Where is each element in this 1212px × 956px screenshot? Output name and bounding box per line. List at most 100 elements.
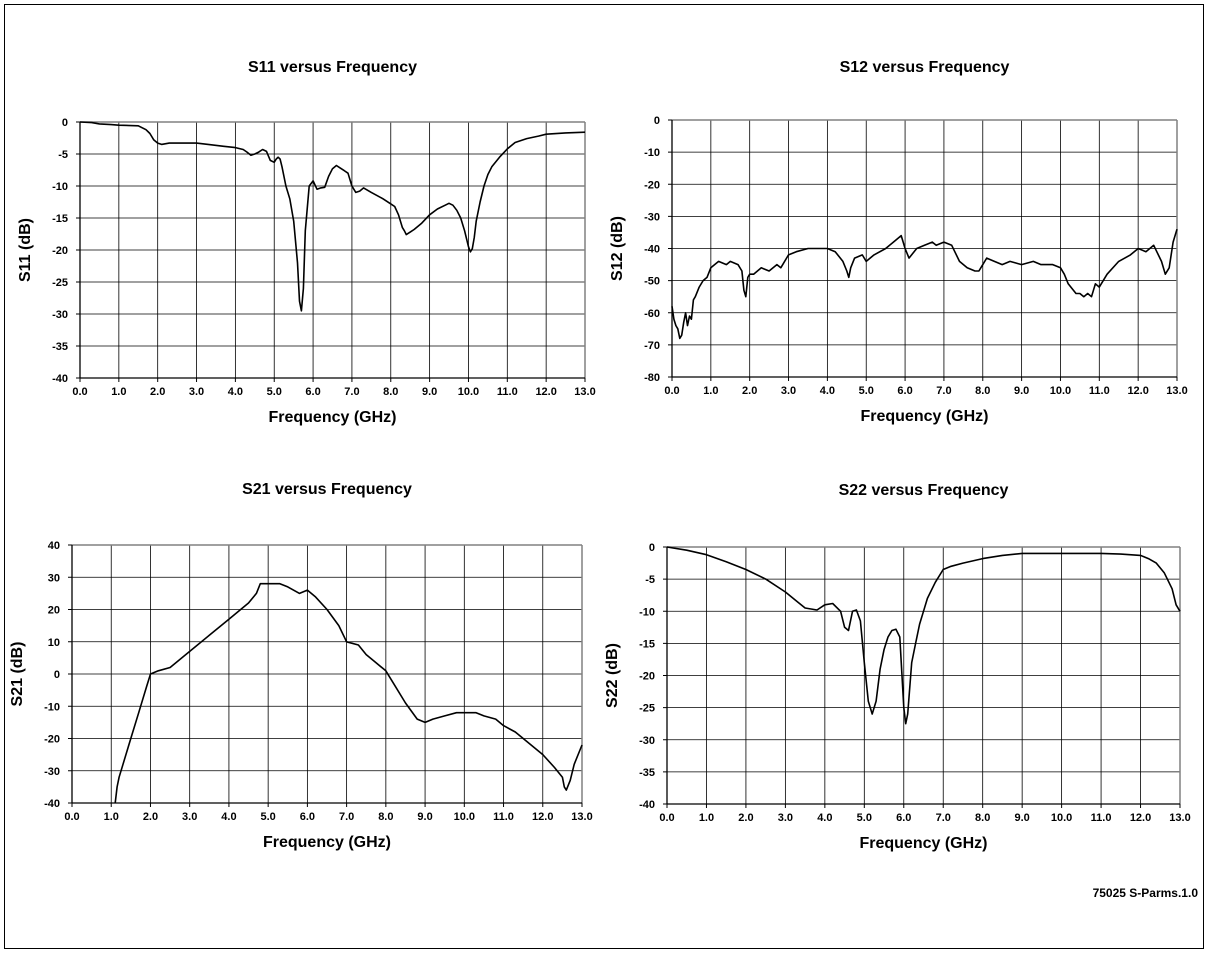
y-tick-label: 10 xyxy=(48,637,60,649)
y-tick-label: -10 xyxy=(52,181,68,193)
x-tick-label: 13.0 xyxy=(571,811,592,823)
x-tick-label: 2.0 xyxy=(143,811,158,823)
x-axis-label: Frequency (GHz) xyxy=(263,834,391,851)
y-tick-label: -10 xyxy=(44,701,60,713)
x-tick-label: 10.0 xyxy=(454,811,475,823)
part-number-label: 75025 S-Parms.1.0 xyxy=(1092,886,1198,900)
x-tick-label: 11.0 xyxy=(493,811,514,823)
y-tick-label: -25 xyxy=(52,277,68,289)
x-tick-label: 12.0 xyxy=(1127,385,1148,397)
x-axis-label: Frequency (GHz) xyxy=(859,835,987,852)
x-tick-label: 10.0 xyxy=(1051,812,1072,824)
x-tick-label: 4.0 xyxy=(221,811,236,823)
series-line xyxy=(79,121,586,312)
y-tick-label: -80 xyxy=(644,372,660,384)
x-tick-label: 1.0 xyxy=(111,386,126,398)
x-axis-label: Frequency (GHz) xyxy=(860,408,988,425)
y-tick-label: 0 xyxy=(649,542,655,554)
chart-s11: S11 versus Frequency 0.0 1.0 2.0 3.0 4.0 5.0 6.… xyxy=(17,59,596,426)
y-tick-label: -10 xyxy=(644,147,660,159)
y-tick-label: -20 xyxy=(644,179,660,191)
x-tick-label: 6.0 xyxy=(897,385,912,397)
x-tick-label: 7.0 xyxy=(936,385,951,397)
y-tick-label: -10 xyxy=(639,606,655,618)
y-tick-label: -20 xyxy=(44,734,60,746)
chart-title: S12 versus Frequency xyxy=(840,59,1010,76)
x-axis-label: Frequency (GHz) xyxy=(268,409,396,426)
y-tick-label: -30 xyxy=(644,211,660,223)
x-tick-label: 10.0 xyxy=(458,386,479,398)
x-tick-label: 3.0 xyxy=(189,386,204,398)
x-tick-label: 5.0 xyxy=(857,812,872,824)
series-line xyxy=(671,228,1178,340)
chart-title: S22 versus Frequency xyxy=(839,482,1009,499)
y-tick-label: -15 xyxy=(52,213,68,225)
x-tick-label: 13.0 xyxy=(1169,812,1190,824)
series-line xyxy=(114,582,583,804)
x-tick-label: 8.0 xyxy=(975,812,990,824)
x-tick-label: 9.0 xyxy=(422,386,437,398)
x-tick-label: 2.0 xyxy=(150,386,165,398)
chart-title: S11 versus Frequency xyxy=(248,59,417,76)
x-tick-label: 8.0 xyxy=(378,811,393,823)
y-tick-label: 40 xyxy=(48,540,60,552)
y-tick-label: -20 xyxy=(52,245,68,257)
x-tick-label: 7.0 xyxy=(339,811,354,823)
y-tick-label: -70 xyxy=(644,340,660,352)
y-tick-label: 0 xyxy=(654,115,660,127)
x-tick-label: 0.0 xyxy=(72,386,87,398)
y-tick-label: -40 xyxy=(639,799,655,811)
x-tick-label: 1.0 xyxy=(699,812,714,824)
y-axis-label: S22 (dB) xyxy=(604,643,621,708)
x-tick-label: 1.0 xyxy=(703,385,718,397)
x-tick-label: 9.0 xyxy=(1014,385,1029,397)
x-tick-label: 6.0 xyxy=(896,812,911,824)
x-tick-label: 9.0 xyxy=(417,811,432,823)
x-tick-label: 13.0 xyxy=(1166,385,1187,397)
x-tick-label: 3.0 xyxy=(781,385,796,397)
y-tick-label: -20 xyxy=(639,671,655,683)
x-tick-label: 7.0 xyxy=(936,812,951,824)
y-tick-label: -40 xyxy=(644,244,660,256)
x-tick-label: 0.0 xyxy=(659,812,674,824)
x-tick-label: 2.0 xyxy=(738,812,753,824)
y-tick-label: -5 xyxy=(58,149,68,161)
y-tick-label: -5 xyxy=(645,574,655,586)
y-tick-label: -40 xyxy=(52,373,68,385)
x-tick-label: 5.0 xyxy=(261,811,276,823)
x-tick-label: 11.0 xyxy=(1091,812,1112,824)
y-tick-label: 30 xyxy=(48,572,60,584)
x-tick-label: 12.0 xyxy=(1130,812,1151,824)
x-tick-label: 10.0 xyxy=(1050,385,1071,397)
x-tick-label: 12.0 xyxy=(535,386,556,398)
y-axis-label: S11 (dB) xyxy=(17,218,34,282)
x-tick-label: 4.0 xyxy=(820,385,835,397)
chart-s22: S22 versus Frequency 0.0 1.0 2.0 3.0 4.0 5.0 6.… xyxy=(604,482,1191,852)
y-tick-label: -60 xyxy=(644,308,660,320)
x-tick-label: 5.0 xyxy=(267,386,282,398)
x-tick-label: 1.0 xyxy=(104,811,119,823)
y-tick-label: -40 xyxy=(44,798,60,810)
y-tick-label: -30 xyxy=(639,735,655,747)
x-tick-label: 0.0 xyxy=(664,385,679,397)
y-axis-label: S21 (dB) xyxy=(9,642,26,707)
y-tick-label: -50 xyxy=(644,276,660,288)
x-tick-label: 0.0 xyxy=(64,811,79,823)
x-tick-label: 11.0 xyxy=(1089,385,1110,397)
y-tick-label: -35 xyxy=(639,767,655,779)
x-tick-label: 4.0 xyxy=(228,386,243,398)
y-tick-label: -30 xyxy=(52,309,68,321)
x-tick-label: 6.0 xyxy=(300,811,315,823)
y-tick-label: 0 xyxy=(54,669,60,681)
x-tick-label: 3.0 xyxy=(778,812,793,824)
series-line xyxy=(666,546,1181,725)
figure-frame xyxy=(4,4,1204,949)
y-tick-label: -30 xyxy=(44,766,60,778)
y-tick-label: -15 xyxy=(639,638,655,650)
chart-s21: S21 versus Frequency 0.0 1.0 2.0 3.0 4.0 5.0 6.… xyxy=(9,481,593,851)
x-tick-label: 13.0 xyxy=(574,386,595,398)
y-tick-label: -25 xyxy=(639,703,655,715)
x-tick-label: 5.0 xyxy=(859,385,874,397)
chart-title: S21 versus Frequency xyxy=(242,481,412,498)
